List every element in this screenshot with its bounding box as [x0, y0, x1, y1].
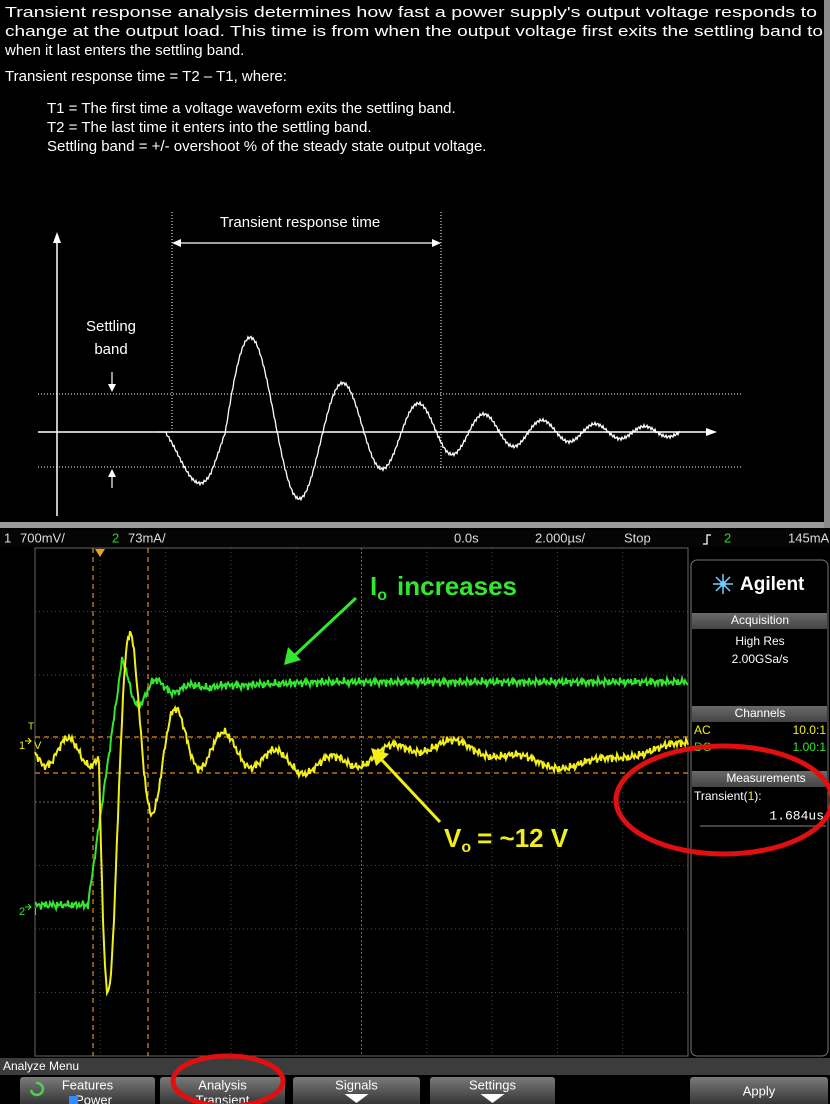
help-panel-edge: [0, 522, 830, 528]
checkbox: [69, 1096, 78, 1104]
help-definition: Settling band = +/- overshoot % of the s…: [47, 138, 486, 155]
logo-spark: [713, 574, 733, 594]
annotation-subscript: o: [461, 839, 471, 856]
softkey-label[interactable]: Features: [62, 1077, 114, 1092]
marker: I: [34, 906, 37, 918]
softkey[interactable]: Settings: [430, 1077, 555, 1104]
annotation-symbol: V: [444, 823, 462, 853]
channel-scale: 700mV/: [20, 530, 65, 545]
brand-logo: [713, 574, 733, 594]
measurement-value: 1.684us: [769, 808, 824, 823]
annotation-symbol: I: [370, 571, 377, 601]
softkey[interactable]: Apply: [690, 1077, 828, 1104]
help-text: when it last enters the settling band.: [4, 42, 244, 59]
annotation-text: = ~12 V: [477, 823, 569, 853]
channel-number: 1: [4, 530, 11, 545]
page: {"help": { "intro_lines": [ "Transient r…: [0, 0, 830, 1104]
section-title: Channels: [735, 706, 786, 720]
softkey[interactable]: Signals: [293, 1077, 420, 1104]
channel-number: 2: [112, 530, 119, 545]
softkey-label[interactable]: Settings: [469, 1077, 516, 1092]
channel-probe: 10.0:1: [793, 723, 827, 737]
marker: 1: [19, 740, 25, 752]
annotation-text: increases: [397, 571, 517, 601]
trigger-level: 145mA: [788, 530, 830, 545]
marker: T: [28, 722, 34, 733]
help-formula: Transient response time = T2 – T1, where…: [5, 68, 287, 85]
measurement-label: Transient(1):: [694, 789, 762, 803]
channel-coupling: AC: [694, 723, 711, 737]
help-text: change at the output load. This time is …: [5, 23, 823, 40]
trigger-source: 2: [724, 530, 731, 545]
acquisition-mode: High Res: [735, 634, 784, 648]
measurement-name: Transient(: [694, 789, 748, 803]
channel-probe: 1.00:1: [793, 740, 827, 754]
softkey-label[interactable]: Apply: [743, 1083, 776, 1098]
marker: V: [34, 740, 42, 752]
help-text: Transient response analysis determines h…: [5, 4, 817, 21]
softkey-value[interactable]: Power: [75, 1092, 113, 1104]
section-title: Measurements: [726, 771, 805, 785]
annotation-subscript: o: [377, 587, 387, 604]
band-label: band: [94, 341, 127, 358]
help-definition: T2 = The last time it enters into the se…: [47, 119, 372, 136]
time-scale: 2.000µs/: [535, 530, 586, 545]
channel-scale: 73mA/: [128, 530, 166, 545]
menu-title: Analyze Menu: [3, 1059, 79, 1073]
time-offset: 0.0s: [454, 530, 479, 545]
softkey-label[interactable]: Signals: [335, 1077, 378, 1092]
run-state: Stop: [624, 530, 651, 545]
brand: Agilent: [740, 574, 805, 595]
band-label: Settling: [86, 318, 136, 335]
softkey-label[interactable]: Analysis: [198, 1077, 247, 1092]
menu-bar: [0, 1058, 830, 1075]
section-title: Acquisition: [731, 613, 789, 627]
help-panel-edge: [824, 0, 830, 528]
sample-rate: 2.00GSa/s: [732, 652, 789, 666]
screenshot: Transient response analysis determines h…: [0, 0, 830, 1104]
marker: 2: [19, 906, 25, 918]
measurement-name-end: ):: [754, 789, 761, 803]
span-label: Transient response time: [220, 214, 380, 231]
help-definition: T1 = The first time a voltage waveform e…: [47, 100, 456, 117]
